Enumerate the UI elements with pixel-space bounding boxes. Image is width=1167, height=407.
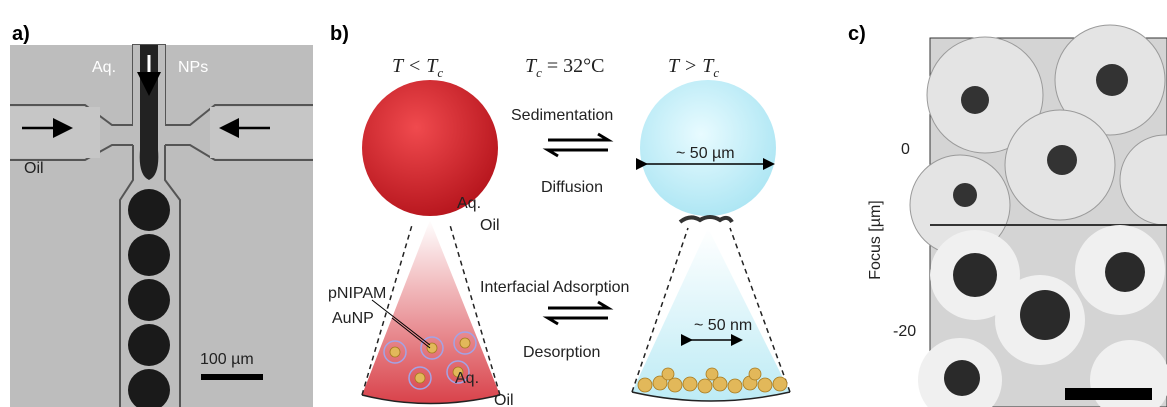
oil-label: Oil: [480, 217, 500, 234]
schematic: [361, 80, 791, 405]
aq-label: Aq.: [455, 370, 479, 387]
focus-tick: -20: [893, 323, 916, 340]
condition: Tc = 32°C: [525, 55, 605, 80]
panel-label: c): [848, 23, 866, 45]
adsorption-label: Interfacial Adsorption: [480, 279, 629, 296]
sedimentation-label: Sedimentation: [511, 107, 613, 124]
focus-axis-label: Focus [µm]: [867, 200, 884, 279]
micrograph-c: [909, 24, 1167, 407]
scale-bar-label: 100 µm: [200, 351, 254, 368]
size-label: ~ 50 nm: [694, 317, 752, 334]
desorption-label: Desorption: [523, 344, 600, 361]
micrograph-a: [10, 44, 313, 407]
panel-label: a): [12, 23, 30, 45]
aq-label: Aq.: [92, 59, 116, 76]
aunp-label: AuNP: [332, 310, 374, 327]
panel-label: b): [330, 23, 349, 45]
pnipam-label: pNIPAM: [328, 285, 386, 302]
oil-label: Oil: [494, 392, 514, 407]
diffusion-label: Diffusion: [541, 179, 603, 196]
size-label: ~ 50 µm: [676, 145, 735, 162]
condition: T > Tc: [668, 55, 719, 80]
nps-label: NPs: [178, 59, 208, 76]
oil-label: Oil: [24, 160, 44, 177]
focus-tick: 0: [901, 141, 910, 158]
aq-label: Aq.: [457, 195, 481, 212]
condition: T < Tc: [392, 55, 443, 80]
